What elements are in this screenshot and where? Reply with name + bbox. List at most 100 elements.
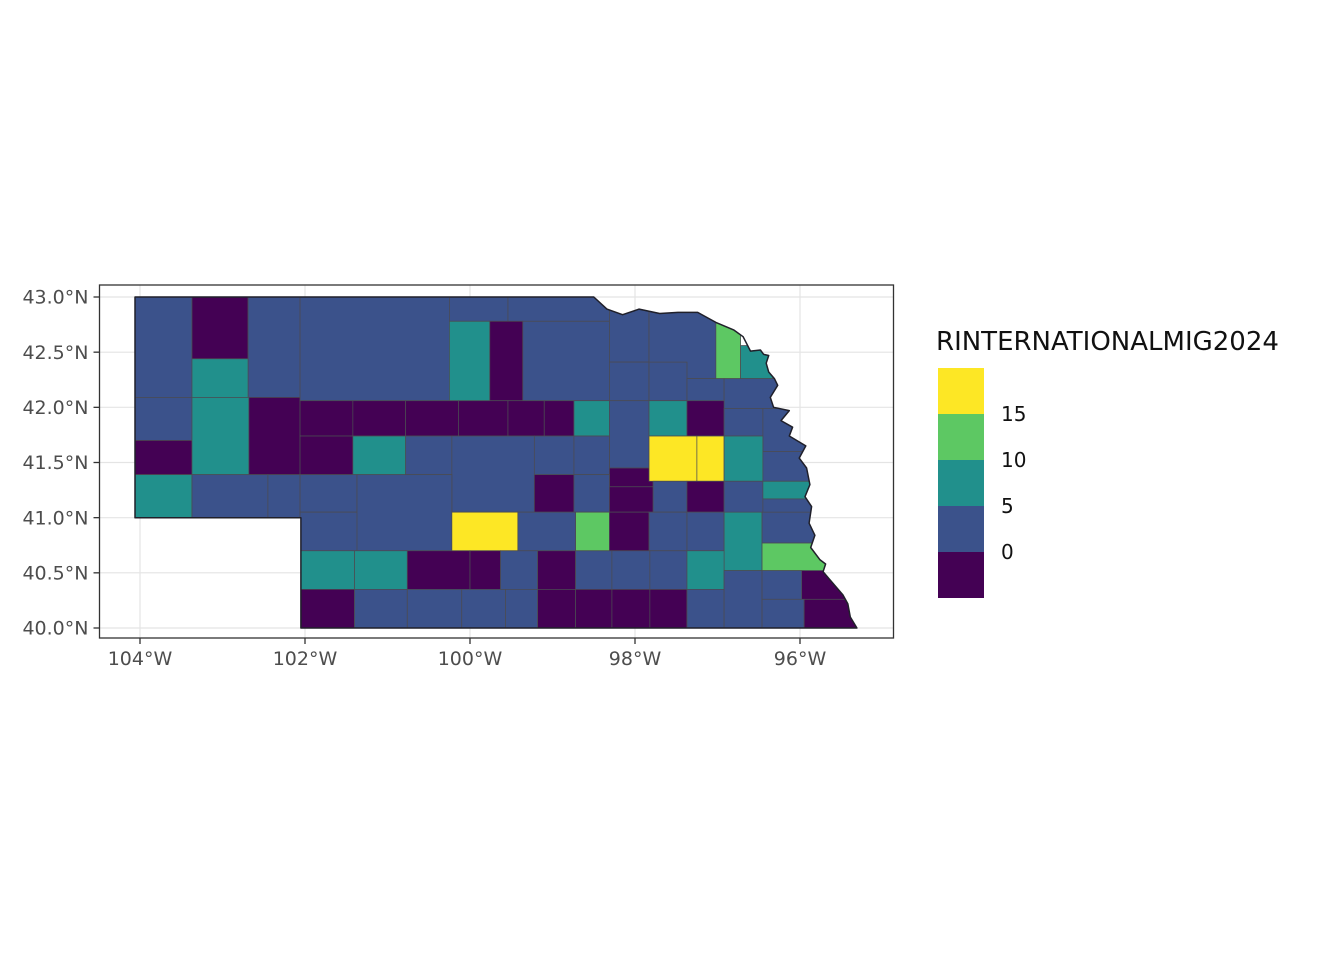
county-Logan: [405, 435, 453, 476]
county-Rock: [489, 320, 524, 402]
county-Gosper: [469, 550, 501, 590]
state-outline: [134, 296, 858, 629]
county-Banner: [135, 440, 193, 476]
county-Jefferson: [686, 589, 725, 628]
county-Adams: [575, 550, 613, 590]
county-York: [648, 511, 688, 552]
county-Blaine: [458, 400, 509, 437]
county-Custer: [451, 435, 535, 513]
county-Loup: [507, 400, 545, 437]
county-Keith: [299, 474, 358, 513]
county-Holt: [522, 320, 610, 402]
county-Antelope: [609, 361, 650, 402]
county-Johnson: [761, 570, 805, 600]
y-tick-label: 42.5°N: [22, 342, 88, 364]
county-Sherman: [533, 474, 575, 513]
county-Cherry: [299, 297, 450, 402]
county-Brown: [449, 320, 491, 402]
county-Sioux: [135, 297, 193, 398]
county-Garfield: [543, 400, 575, 437]
county-Thurston: [723, 378, 780, 409]
legend-swatch-2: [938, 460, 984, 506]
x-tick-label: 104°W: [108, 648, 173, 670]
county-Webster: [575, 589, 613, 628]
county-Thayer: [649, 589, 688, 628]
legend-swatch-4: [938, 552, 984, 598]
county-Kearney: [537, 550, 576, 590]
county-Chase: [299, 550, 355, 590]
legend-swatch-0: [938, 368, 984, 414]
county-McPherson: [352, 435, 407, 476]
county-Pawnee: [761, 598, 805, 628]
county-Seward: [686, 511, 725, 552]
county-Lancaster: [723, 511, 763, 572]
county-Phelps: [500, 550, 539, 590]
x-tick-label: 102°W: [273, 648, 338, 670]
county-Colfax: [696, 435, 725, 482]
panel-border: [98, 284, 895, 639]
x-tick-label: 100°W: [438, 648, 503, 670]
county-Morrill: [191, 397, 250, 476]
county-Cheyenne: [191, 474, 269, 519]
county-Deuel: [267, 474, 301, 519]
y-tick-label: 42.0°N: [22, 397, 88, 419]
county-Perkins: [299, 511, 364, 552]
county-Pierce: [648, 361, 688, 402]
county-Boyd: [507, 297, 610, 322]
county-Arthur: [299, 435, 354, 476]
county-Douglas: [762, 480, 812, 500]
county-ScottsBluff: [135, 397, 193, 441]
county-Greeley: [573, 435, 610, 476]
county-Sheridan: [247, 297, 301, 398]
county-Garden: [248, 397, 301, 476]
legend-swatch-1: [938, 414, 984, 460]
county-KeyaPaha: [449, 297, 509, 322]
county-Butler: [686, 480, 725, 513]
county-Platte: [648, 435, 698, 482]
county-Boone: [609, 400, 650, 469]
legend-label-1: 10: [1001, 448, 1026, 472]
county-Cuming: [723, 408, 764, 437]
county-Stanton: [686, 400, 725, 437]
county-Buffalo: [517, 511, 576, 552]
county-Dawes: [191, 297, 249, 360]
county-Wheeler: [573, 400, 610, 437]
y-tick-label: 43.0°N: [22, 287, 88, 309]
county-Fillmore: [649, 550, 688, 590]
county-Howard: [573, 474, 610, 513]
county-Clay: [611, 550, 651, 590]
county-Hamilton: [609, 511, 650, 552]
x-tick-label: 96°W: [774, 648, 827, 670]
county-Lincoln: [356, 474, 453, 552]
county-Valley: [533, 435, 575, 476]
county-Saunders: [723, 480, 764, 516]
county-Gage: [723, 570, 763, 628]
y-tick-label: 41.5°N: [22, 452, 88, 474]
legend-swatch-3: [938, 506, 984, 552]
county-Hitchcock: [354, 589, 408, 628]
county-Dodge: [723, 435, 764, 482]
county-Dundy: [299, 589, 355, 628]
county-Saline: [686, 550, 725, 590]
county-Hayes: [354, 550, 408, 590]
county-Franklin: [537, 589, 576, 628]
county-Nance: [609, 467, 654, 488]
county-Harlan: [505, 589, 539, 628]
county-Hall: [575, 511, 610, 552]
x-tick-label: 98°W: [609, 648, 662, 670]
county-Madison: [648, 400, 688, 437]
y-tick-label: 40.0°N: [22, 618, 88, 640]
county-Kimball: [135, 474, 193, 519]
county-BoxButte: [191, 358, 249, 398]
county-Merrick: [609, 486, 654, 513]
county-Frontier: [406, 550, 471, 590]
legend-label-3: 0: [1001, 540, 1014, 564]
county-Polk: [652, 480, 688, 513]
legend-label-0: 15: [1001, 402, 1026, 426]
county-Cass: [761, 511, 817, 544]
county-Thomas: [405, 400, 459, 437]
county-Hooker: [352, 400, 407, 437]
county-Nuckolls: [611, 589, 651, 628]
